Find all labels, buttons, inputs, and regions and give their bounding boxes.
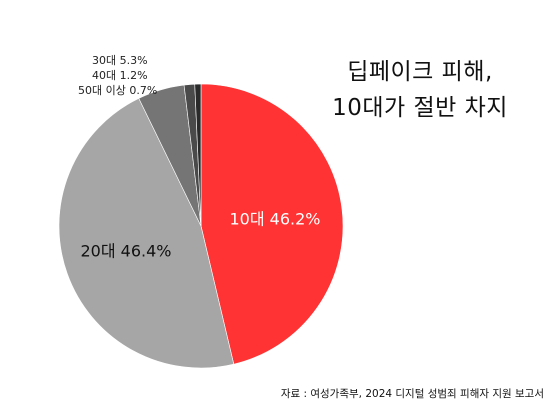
slice-label-40s: 40대 1.2% xyxy=(92,69,148,82)
pie-slice-20s xyxy=(58,97,235,369)
slice-label-30s: 30대 5.3% xyxy=(92,54,148,67)
slice-label-20s: 20대 46.4% xyxy=(81,242,172,261)
slice-label-10s: 10대 46.2% xyxy=(230,210,321,229)
chart-title-line-1: 딥페이크 피해, xyxy=(347,59,493,85)
pie-slice-50s-plus xyxy=(194,83,202,227)
slice-label-50s-plus: 50대 이상 0.7% xyxy=(78,84,158,97)
pie-slice-10s xyxy=(200,83,344,365)
source-note: 자료 : 여성가족부, 2024 디지털 성범죄 피해자 지원 보고서 xyxy=(280,388,544,400)
chart-title-line-2: 10대가 절반 차지 xyxy=(332,95,508,121)
